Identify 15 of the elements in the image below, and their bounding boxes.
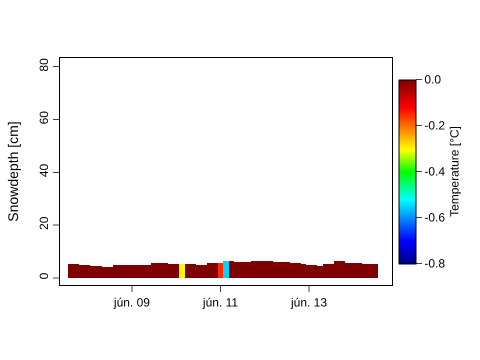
color-bar-label: -0.8 [424, 256, 446, 271]
color-bar-label: -0.4 [424, 164, 446, 179]
y-tick-label: 0 [37, 272, 52, 280]
y-tick-label: 80 [37, 58, 52, 72]
color-bar-label: -0.6 [424, 210, 446, 225]
color-bar-label: 0.0 [424, 72, 442, 87]
y-axis-title: Snowdepth [cm] [4, 121, 21, 222]
y-tick-label: 40 [37, 163, 52, 178]
y-tick-label: 60 [37, 110, 52, 124]
color-bar-title: Temperature [°C] [447, 126, 462, 217]
x-tick-label: jún. 09 [112, 295, 150, 310]
color-bar-label: -0.2 [424, 118, 446, 133]
x-tick-label: jún. 11 [202, 295, 238, 310]
y-tick-label: 20 [37, 216, 52, 230]
x-tick-label: jún. 13 [290, 295, 328, 310]
